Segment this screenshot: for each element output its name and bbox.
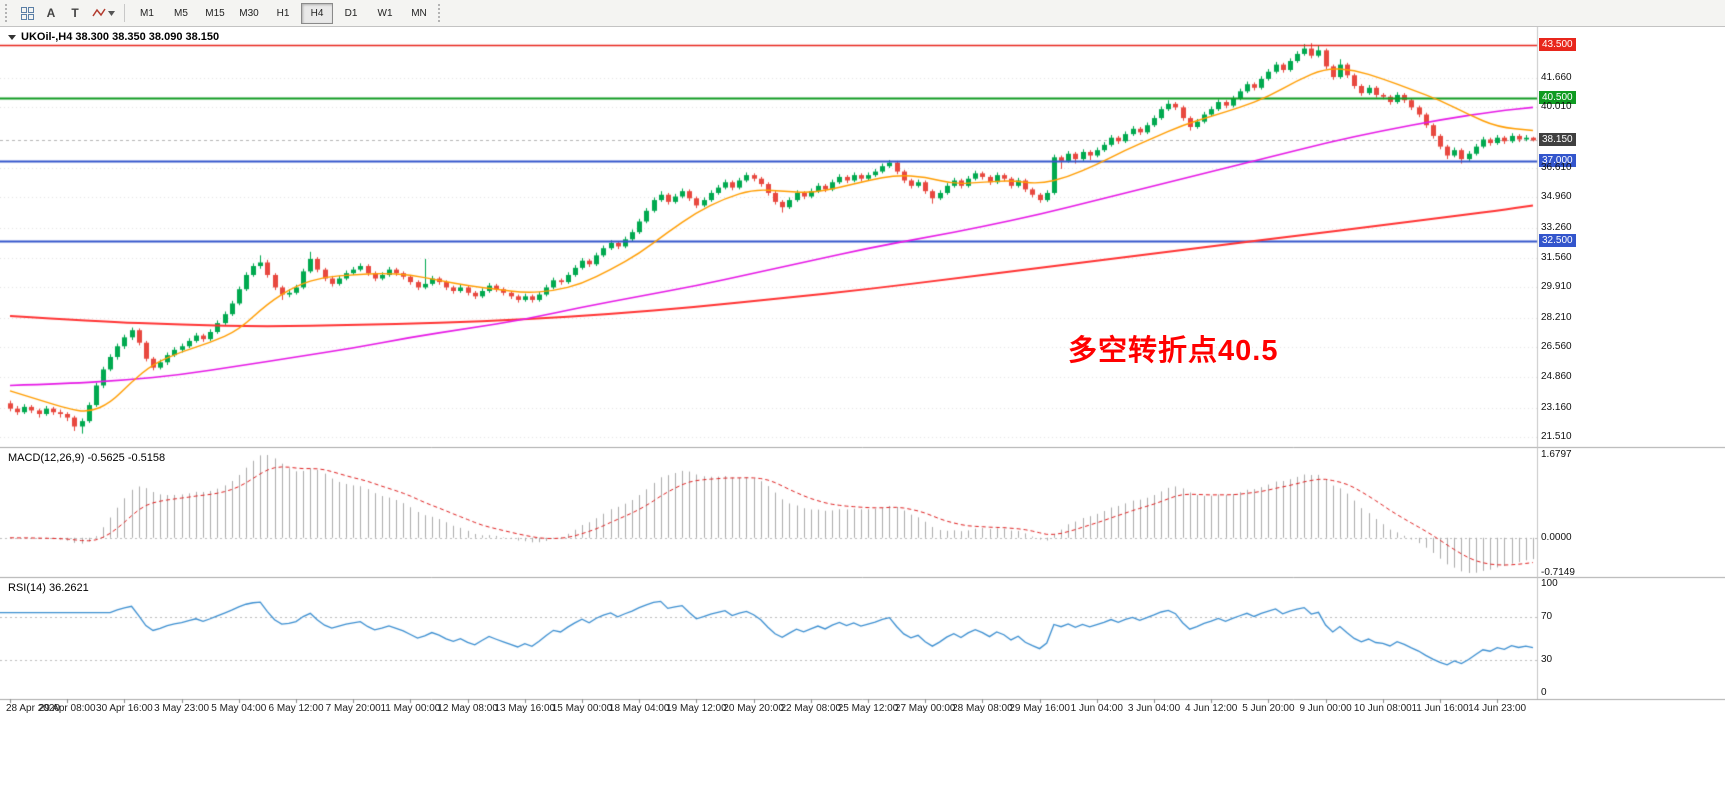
symbol-header[interactable]: UKOil-,H4 38.300 38.350 38.090 38.150 bbox=[8, 31, 219, 43]
time-axis[interactable]: 28 Apr 2020 29 Apr 08:00 30 Apr 16:00 3 May… bbox=[0, 699, 1725, 721]
price-level-badge: 40.500 bbox=[1539, 91, 1576, 105]
rsi-label: RSI(14) 36.2621 bbox=[8, 582, 89, 594]
price-axis-label: 40.010 bbox=[1541, 101, 1572, 113]
letter-t-icon: T bbox=[71, 6, 79, 20]
time-axis-label: 28 Apr 2020 bbox=[6, 703, 60, 714]
zigzag-icon bbox=[91, 8, 106, 17]
price-axis-label: 21.510 bbox=[1541, 431, 1572, 442]
rsi-axis-label: 100 bbox=[1541, 578, 1558, 589]
price-axis-label: 33.260 bbox=[1541, 221, 1572, 233]
time-axis-label: 5 Jun 20:00 bbox=[1242, 703, 1295, 714]
time-axis-label: 19 May 12:00 bbox=[666, 703, 727, 714]
macd-axis-label: 0.0000 bbox=[1541, 531, 1572, 543]
time-axis-label: 30 Apr 16:00 bbox=[96, 703, 153, 714]
price-level-badge: 43.500 bbox=[1539, 38, 1576, 51]
price-axis-label: 24.860 bbox=[1541, 371, 1572, 383]
time-axis-label: 20 May 20:00 bbox=[723, 703, 784, 714]
price-axis-label: 23.160 bbox=[1541, 401, 1572, 413]
timeframe-group: M1 M5 M15 M30 H1 H4 D1 W1 MN bbox=[130, 2, 436, 24]
price-level-badge: 37.000 bbox=[1539, 153, 1576, 167]
time-axis-label: 3 Jun 04:00 bbox=[1127, 703, 1181, 714]
time-axis-label: 15 May 00:00 bbox=[551, 703, 613, 714]
time-axis-label: 22 May 08:00 bbox=[780, 703, 842, 714]
chart-canvas[interactable] bbox=[0, 27, 1725, 796]
chart-annotation: 多空转折点40.5 bbox=[1068, 335, 1279, 367]
time-axis-label: 11 Jun 16:00 bbox=[1411, 703, 1469, 714]
toolbar: A T M1 M5 M15 M30 H1 H4 D1 W1 MN bbox=[0, 0, 1725, 27]
toolbar-grip[interactable] bbox=[5, 4, 11, 22]
toolbar-separator bbox=[124, 4, 125, 22]
price-level-badge: 38.150 bbox=[1539, 133, 1576, 147]
chevron-down-icon[interactable] bbox=[8, 34, 16, 40]
tf-button-h1[interactable]: H1 bbox=[276, 7, 290, 19]
letter-a-icon: A bbox=[46, 6, 56, 20]
rsi-axis-label: 70 bbox=[1541, 610, 1553, 622]
price-axis-label: 31.560 bbox=[1541, 251, 1572, 263]
time-axis-label: 11 May 00:00 bbox=[380, 703, 441, 714]
rsi-axis-label: 0 bbox=[1541, 687, 1547, 698]
price-axis[interactable]: 43.500 41.660 40.500 40.010 38.150 37.000 36.6… bbox=[1539, 27, 1599, 796]
rsi-axis: 100 70 30 0 bbox=[1539, 27, 1599, 796]
time-axis-label: 13 May 16:00 bbox=[494, 703, 556, 714]
tf-button-m15[interactable]: M15 bbox=[205, 7, 225, 19]
time-axis-label: 10 Jun 08:00 bbox=[1353, 703, 1412, 714]
time-axis-label: 25 May 12:00 bbox=[837, 703, 899, 714]
macd-axis: 1.6797 0.0000 -0.7149 bbox=[1539, 27, 1599, 796]
price-axis-label: 29.910 bbox=[1541, 281, 1572, 293]
tf-button-m1[interactable]: M1 bbox=[140, 7, 154, 19]
price-axis-label: 34.960 bbox=[1541, 191, 1572, 203]
toolbar-grip-2[interactable] bbox=[438, 4, 444, 22]
rsi-axis-label: 30 bbox=[1541, 654, 1553, 666]
time-axis-label: 29 May 16:00 bbox=[1009, 703, 1070, 714]
price-axis-label: 26.560 bbox=[1541, 340, 1572, 352]
price-axis-label: 28.210 bbox=[1541, 311, 1572, 323]
time-axis-label: 5 May 04:00 bbox=[211, 703, 267, 714]
time-axis-label: 9 Jun 00:00 bbox=[1299, 703, 1352, 714]
time-axis-label: 1 Jun 04:00 bbox=[1070, 703, 1123, 714]
price-axis-label: 36.610 bbox=[1541, 161, 1572, 173]
time-axis-label: 6 May 12:00 bbox=[268, 703, 324, 714]
pane-divider-main-macd[interactable] bbox=[0, 446, 1725, 449]
tf-button-m30[interactable]: M30 bbox=[239, 7, 259, 19]
tf-button-w1[interactable]: W1 bbox=[377, 7, 393, 19]
polyline-tool-button[interactable] bbox=[87, 2, 119, 24]
grid-icon bbox=[20, 6, 34, 20]
time-axis-label: 3 May 23:00 bbox=[154, 703, 210, 714]
pane-divider-macd-rsi[interactable] bbox=[0, 576, 1725, 579]
time-axis-label: 27 May 00:00 bbox=[894, 703, 956, 714]
time-axis-label: 14 Jun 23:00 bbox=[1468, 703, 1527, 714]
macd-axis-label: -0.7149 bbox=[1541, 567, 1575, 578]
charts-grid-icon[interactable] bbox=[15, 2, 39, 24]
time-axis-label: 7 May 20:00 bbox=[325, 703, 381, 714]
tf-button-mn[interactable]: MN bbox=[411, 7, 427, 19]
time-axis-label: 29 Apr 08:00 bbox=[38, 703, 96, 714]
symbol-ohlc-text: UKOil-,H4 38.300 38.350 38.090 38.150 bbox=[21, 31, 220, 43]
macd-axis-label: 1.6797 bbox=[1541, 449, 1572, 460]
time-axis-label: 4 Jun 12:00 bbox=[1185, 703, 1238, 714]
time-axis-label: 12 May 08:00 bbox=[437, 703, 498, 714]
macd-label: MACD(12,26,9) -0.5625 -0.5158 bbox=[8, 452, 166, 464]
price-axis-label: 41.660 bbox=[1541, 71, 1572, 83]
chart-area: UKOil-,H4 38.300 38.350 38.090 38.150 MA… bbox=[0, 27, 1725, 796]
tf-button-h4[interactable]: H4 bbox=[301, 2, 333, 24]
time-axis-label: 28 May 08:00 bbox=[952, 703, 1013, 714]
chevron-down-icon bbox=[107, 10, 115, 16]
tf-button-m5[interactable]: M5 bbox=[174, 7, 188, 19]
time-axis-label: 18 May 04:00 bbox=[608, 703, 670, 714]
price-level-badge: 32.500 bbox=[1539, 234, 1576, 248]
tf-button-d1[interactable]: D1 bbox=[344, 7, 358, 19]
text-label-icon[interactable]: T bbox=[63, 2, 87, 24]
text-annotation-icon[interactable]: A bbox=[39, 2, 63, 24]
